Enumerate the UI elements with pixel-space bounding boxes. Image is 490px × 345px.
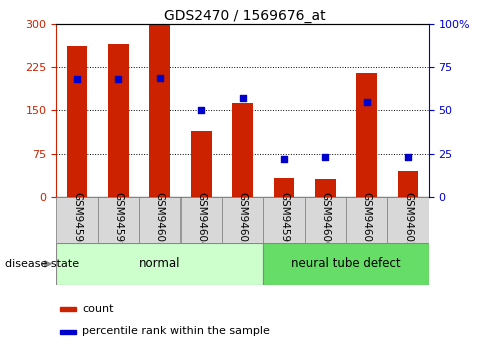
Text: GSM94604: GSM94604 xyxy=(196,191,206,248)
Bar xyxy=(315,179,336,197)
Bar xyxy=(60,307,76,311)
Bar xyxy=(108,44,129,197)
Bar xyxy=(356,73,377,197)
Bar xyxy=(67,46,87,197)
Text: disease state: disease state xyxy=(5,259,79,269)
Bar xyxy=(56,243,263,285)
Text: count: count xyxy=(82,304,114,314)
Point xyxy=(156,75,164,80)
Text: GSM94601: GSM94601 xyxy=(362,191,372,248)
Bar xyxy=(232,103,253,197)
Bar xyxy=(346,197,387,243)
Text: GSM94603: GSM94603 xyxy=(155,191,165,248)
Text: GSM94597: GSM94597 xyxy=(279,191,289,248)
Bar xyxy=(149,25,170,197)
Bar xyxy=(139,197,180,243)
Bar xyxy=(60,330,76,334)
Bar xyxy=(273,178,294,197)
Text: GSM94605: GSM94605 xyxy=(238,191,247,248)
Point xyxy=(115,77,122,82)
Text: GDS2470 / 1569676_at: GDS2470 / 1569676_at xyxy=(164,9,326,23)
Point xyxy=(280,156,288,161)
Text: neural tube defect: neural tube defect xyxy=(291,257,401,270)
Point xyxy=(73,77,81,82)
Bar xyxy=(98,197,139,243)
Point xyxy=(404,154,412,160)
Point xyxy=(321,154,329,160)
Bar xyxy=(263,197,305,243)
Bar xyxy=(56,197,98,243)
Text: GSM94598: GSM94598 xyxy=(72,191,82,248)
Point xyxy=(363,99,370,105)
Text: GSM94602: GSM94602 xyxy=(403,191,413,248)
Bar xyxy=(263,243,429,285)
Bar xyxy=(388,197,429,243)
Bar xyxy=(180,197,222,243)
Bar xyxy=(398,171,418,197)
Bar xyxy=(305,197,346,243)
Text: percentile rank within the sample: percentile rank within the sample xyxy=(82,326,270,336)
Point xyxy=(239,96,246,101)
Bar xyxy=(222,197,263,243)
Text: GSM94599: GSM94599 xyxy=(113,191,123,248)
Bar xyxy=(191,130,212,197)
Text: GSM94600: GSM94600 xyxy=(320,192,330,248)
Point xyxy=(197,108,205,113)
Text: normal: normal xyxy=(139,257,180,270)
